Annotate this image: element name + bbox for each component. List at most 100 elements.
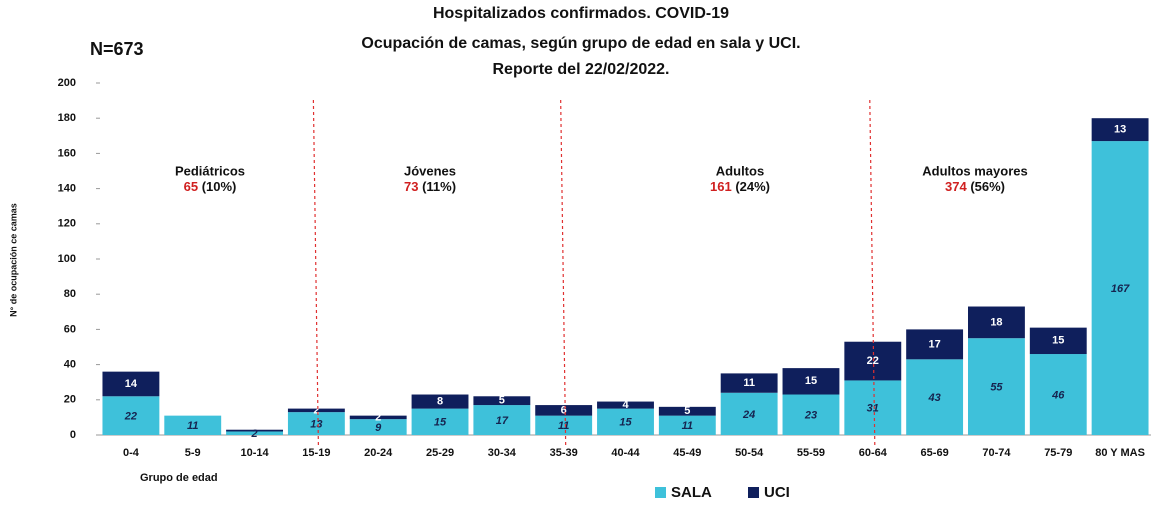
y-tick-label: 120	[58, 218, 76, 230]
data-label: 167	[1111, 283, 1130, 295]
data-label: 14	[125, 378, 138, 390]
x-tick-label: 70-74	[982, 447, 1011, 459]
group-share: (10%)	[202, 179, 237, 194]
data-label: 31	[867, 403, 879, 415]
bar-segment	[226, 429, 283, 432]
data-label: 6	[561, 404, 567, 416]
bar-segment	[597, 408, 654, 435]
group-count: 65	[184, 179, 198, 194]
data-label: 15	[619, 417, 632, 429]
data-label: 2	[375, 411, 381, 423]
x-tick-label: 35-39	[550, 447, 578, 459]
group-share: (11%)	[422, 179, 456, 194]
data-label: 5	[684, 405, 690, 417]
data-label: 2	[250, 428, 257, 440]
x-tick-label: 55-59	[797, 447, 825, 459]
bar-segment	[1091, 141, 1149, 435]
data-label: 17	[928, 338, 940, 350]
x-tick-label: 80 Y MAS	[1095, 447, 1145, 459]
data-label: 8	[437, 395, 443, 407]
bar-segment	[287, 408, 345, 413]
y-axis-label: N° de ocupación ce camas	[8, 203, 18, 317]
x-tick-label: 50-54	[735, 447, 764, 459]
data-label: 15	[434, 417, 447, 429]
n-label: N=673	[90, 39, 144, 59]
bar-segment	[164, 415, 222, 435]
bar-segment	[658, 406, 716, 416]
x-tick-label: 65-69	[921, 447, 949, 459]
group-share: (56%)	[970, 179, 1005, 194]
bar-segment	[287, 412, 345, 435]
bar-segment	[906, 359, 964, 435]
group-count: 73	[404, 179, 418, 194]
x-axis-label: Grupo de edad	[140, 472, 218, 484]
legend-label: SALA	[671, 484, 712, 501]
chart-title: Ocupación de camas, según grupo de edad …	[361, 35, 800, 52]
bar-segment	[968, 338, 1025, 435]
bar-segment	[349, 419, 407, 435]
bar-segment	[102, 371, 160, 397]
legend-swatch	[748, 487, 759, 498]
data-label: 5	[499, 395, 505, 407]
bar-segment	[597, 401, 654, 409]
y-tick-label: 140	[58, 183, 76, 195]
legend-swatch	[655, 487, 666, 498]
x-tick-label: 5-9	[185, 447, 201, 459]
chart-title: Reporte del 22/02/2022.	[493, 61, 670, 78]
y-tick-label: 200	[58, 77, 76, 89]
x-tick-label: 75-79	[1044, 447, 1072, 459]
y-tick-label: 160	[58, 147, 76, 159]
y-tick-label: 0	[70, 429, 76, 441]
data-label: 11	[558, 420, 569, 432]
bar-segment	[102, 396, 160, 435]
bar-segment	[473, 405, 531, 435]
data-label: 15	[805, 375, 817, 387]
data-label: 22	[124, 411, 137, 423]
y-tick-label: 60	[64, 323, 76, 335]
data-label: 22	[867, 355, 879, 367]
chart-title: Hospitalizados confirmados. COVID-19	[433, 5, 729, 22]
bar-segment	[968, 306, 1025, 339]
x-tick-label: 45-49	[673, 447, 701, 459]
x-tick-label: 10-14	[240, 447, 269, 459]
data-label: 2	[313, 404, 319, 416]
bar-segment	[720, 373, 778, 393]
bar-segment	[473, 396, 531, 406]
bar-segment	[1029, 354, 1087, 435]
bar-segment	[658, 415, 716, 435]
group-total: 374 (56%)	[945, 179, 1005, 194]
data-label: 11	[682, 420, 693, 432]
data-label: 18	[990, 316, 1002, 328]
y-tick-label: 40	[64, 359, 76, 371]
group-count: 161	[710, 179, 732, 194]
bar-segment	[844, 380, 902, 435]
data-label: 4	[622, 399, 629, 411]
data-label: 43	[927, 392, 940, 404]
x-tick-label: 25-29	[426, 447, 454, 459]
group-name: Jóvenes	[404, 163, 456, 178]
bar-segment	[535, 405, 593, 416]
bar-segment	[226, 431, 283, 435]
y-tick-label: 20	[64, 394, 76, 406]
group-share: (24%)	[735, 179, 770, 194]
bar-segment	[535, 415, 593, 435]
divider	[560, 99, 567, 446]
bar-segment	[782, 394, 840, 435]
data-label: 11	[743, 377, 755, 389]
group-count: 374	[945, 179, 967, 194]
data-label: 9	[375, 422, 382, 434]
x-tick-label: 40-44	[611, 447, 640, 459]
group-total: 161 (24%)	[710, 179, 770, 194]
group-name: Adultos mayores	[922, 163, 1027, 178]
x-tick-label: 0-4	[123, 447, 140, 459]
x-tick-label: 15-19	[302, 447, 330, 459]
bar-segment	[1091, 118, 1149, 142]
group-total: 73 (11%)	[404, 179, 456, 194]
data-label: 15	[1052, 335, 1064, 347]
divider	[312, 99, 319, 446]
x-tick-label: 20-24	[364, 447, 393, 459]
data-label: 13	[310, 418, 322, 430]
data-label: 13	[1114, 124, 1126, 136]
y-tick-label: 100	[58, 253, 76, 265]
legend-label: UCI	[764, 484, 790, 501]
